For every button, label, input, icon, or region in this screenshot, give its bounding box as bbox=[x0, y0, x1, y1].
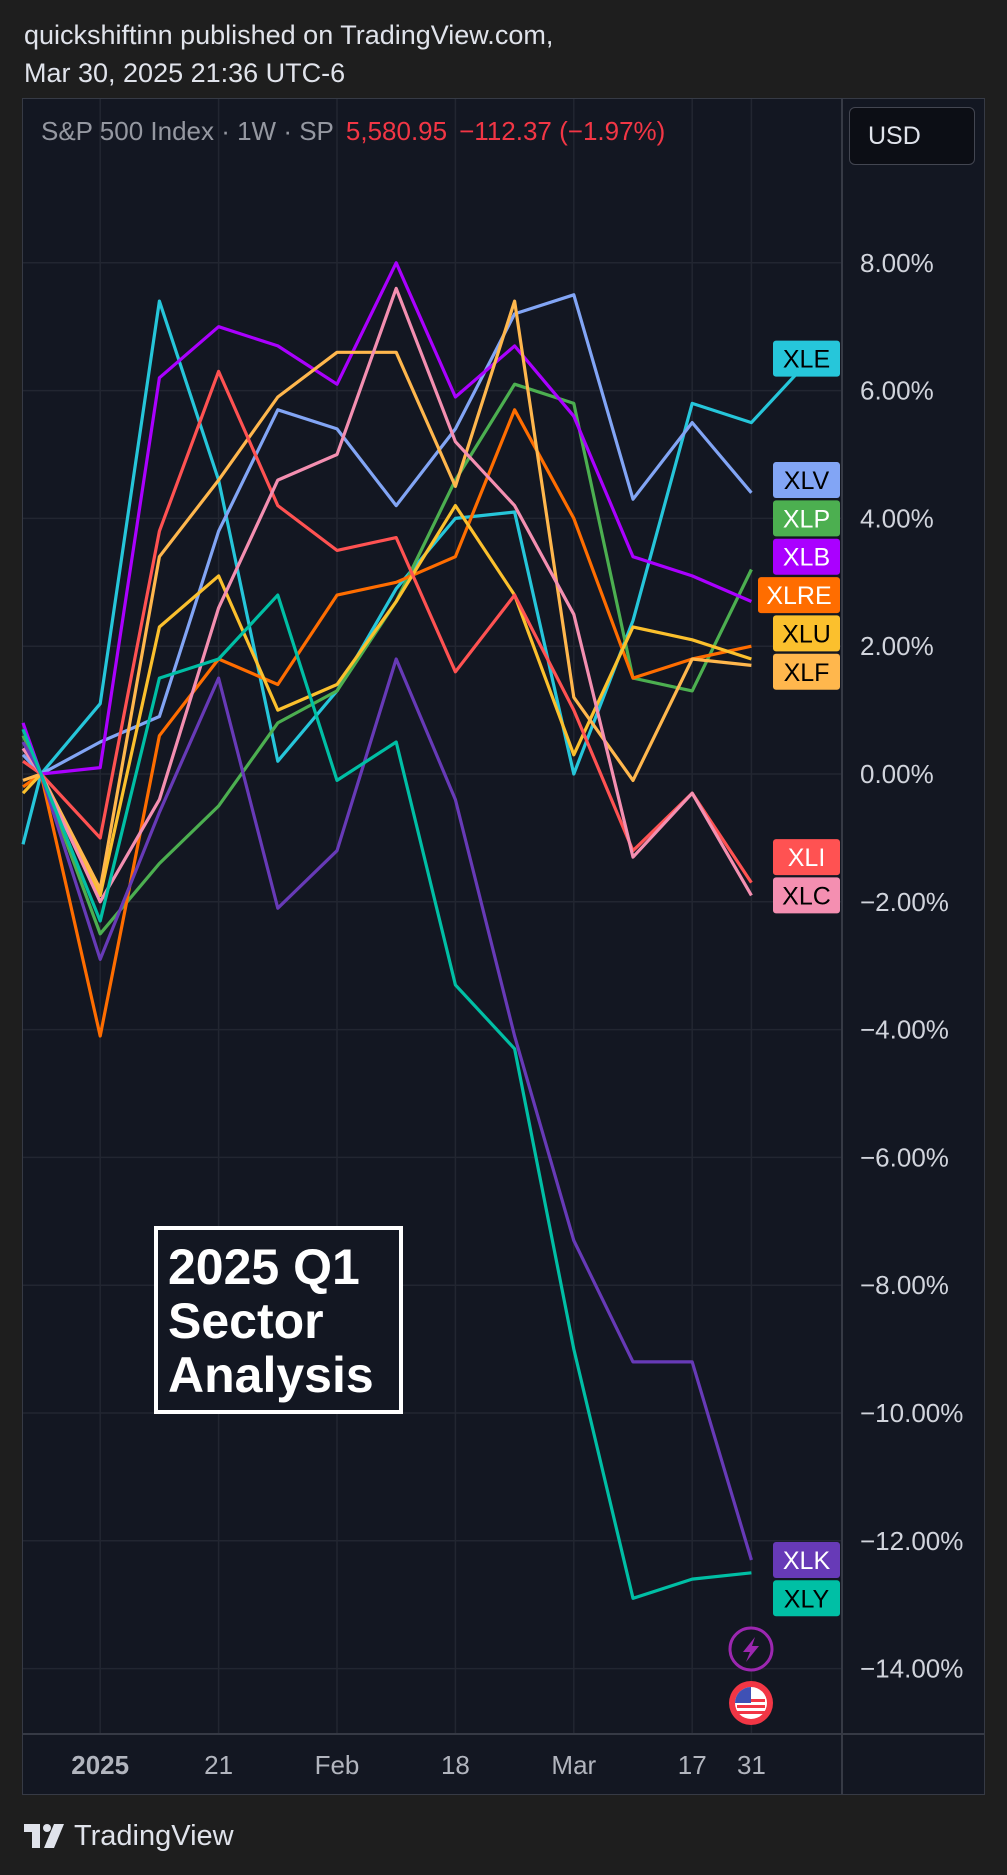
price-label-xli: XLI bbox=[773, 839, 840, 876]
annotation-box[interactable]: 2025 Q1 Sector Analysis bbox=[154, 1226, 403, 1414]
chart-frame bbox=[22, 98, 985, 1795]
x-tick-label: Mar bbox=[551, 1750, 596, 1780]
y-tick-label: 6.00% bbox=[860, 376, 934, 406]
y-tick-label: 0.00% bbox=[860, 759, 934, 789]
price-label-text: XLP bbox=[783, 505, 830, 533]
price-label-text: XLI bbox=[788, 844, 826, 872]
price-label-text: XLK bbox=[783, 1547, 831, 1575]
y-tick-label: −2.00% bbox=[860, 887, 949, 917]
price-label-bg bbox=[773, 653, 840, 690]
annotation-line-3: Analysis bbox=[168, 1347, 374, 1403]
price-label-xly: XLY bbox=[773, 1580, 840, 1617]
price-label-xlv: XLV bbox=[773, 462, 840, 499]
y-tick-label: −4.00% bbox=[860, 1015, 949, 1045]
series-line-xlk bbox=[21, 657, 753, 1561]
price-label-bg bbox=[773, 1541, 840, 1578]
publisher-info: quickshiftinn published on TradingView.c… bbox=[24, 16, 553, 92]
series-line-xlf bbox=[22, 299, 752, 891]
price-label-xlre: XLRE bbox=[758, 577, 840, 614]
time-axis[interactable]: 2025 21 Feb 18 Mar 17 31 bbox=[71, 1750, 766, 1780]
y-tick-label: −8.00% bbox=[860, 1270, 949, 1300]
price-label-bg bbox=[773, 340, 840, 377]
price-label-xlk: XLK bbox=[773, 1541, 840, 1578]
price-change: −112.37 (−1.97%) bbox=[459, 116, 666, 146]
series-line-xlc bbox=[21, 286, 753, 904]
series-line-xlu bbox=[21, 504, 752, 898]
price-axis[interactable]: 8.00% 6.00% 4.00% 2.00% 0.00% −2.00% −4.00% −6.… bbox=[860, 248, 963, 1684]
price-label-text: XLRE bbox=[766, 582, 831, 610]
price-label-text: XLC bbox=[782, 882, 831, 910]
x-tick-label: Feb bbox=[315, 1750, 360, 1780]
price-label-text: XLB bbox=[783, 544, 830, 572]
price-label-text: XLU bbox=[782, 620, 831, 648]
y-tick-label: −6.00% bbox=[860, 1142, 949, 1172]
currency-button[interactable]: USD bbox=[849, 107, 975, 165]
annotation-line-1: 2025 Q1 bbox=[168, 1239, 360, 1295]
price-label-text: XLV bbox=[784, 467, 830, 495]
y-tick-label: 4.00% bbox=[860, 503, 934, 533]
series-line-xli bbox=[22, 369, 753, 884]
price-label-xle: XLE bbox=[773, 340, 840, 377]
price-label-xlb: XLB bbox=[773, 538, 840, 575]
price-label-bg bbox=[773, 615, 840, 652]
series-line-xlre bbox=[22, 408, 752, 1038]
tradingview-logo-icon bbox=[24, 1824, 64, 1848]
y-tick-label: −12.00% bbox=[860, 1526, 963, 1556]
price-labels: XLE XLV XLP XLB XLRE XLU XLF XLI XLC XLK XLY bbox=[758, 340, 840, 1617]
tradingview-brand[interactable]: TradingView bbox=[24, 1816, 234, 1856]
x-tick-label: 31 bbox=[737, 1750, 766, 1780]
price-label-xlu: XLU bbox=[773, 615, 840, 652]
price-label-bg bbox=[773, 1580, 840, 1617]
publisher-line: quickshiftinn published on TradingView.c… bbox=[24, 20, 554, 50]
series-line-xly bbox=[21, 593, 752, 1600]
series-line-xlb bbox=[21, 261, 753, 776]
price-label-text: XLF bbox=[784, 659, 830, 687]
us-flag-icon[interactable] bbox=[729, 1681, 773, 1725]
price-label-xlc: XLC bbox=[773, 877, 840, 914]
x-tick-label: 21 bbox=[204, 1750, 233, 1780]
symbol-title: S&P 500 Index · 1W · SP bbox=[41, 116, 334, 146]
x-tick-label: 18 bbox=[441, 1750, 470, 1780]
publish-date: Mar 30, 2025 21:36 UTC-6 bbox=[24, 58, 346, 88]
y-tick-label: 2.00% bbox=[860, 631, 934, 661]
price-label-text: XLE bbox=[783, 346, 830, 374]
price-label-bg bbox=[773, 462, 840, 499]
series-line-xlp bbox=[21, 382, 753, 936]
price-label-xlp: XLP bbox=[773, 500, 840, 537]
price-label-bg bbox=[773, 877, 840, 914]
price-label-bg bbox=[773, 839, 840, 876]
symbol-legend[interactable]: S&P 500 Index · 1W · SP 5,580.95 −112.37 (… bbox=[41, 116, 665, 147]
y-tick-label: 8.00% bbox=[860, 248, 934, 278]
x-tick-label: 2025 bbox=[71, 1750, 129, 1780]
series-line-xle bbox=[21, 299, 812, 845]
y-tick-label: −14.00% bbox=[860, 1654, 963, 1684]
annotation-line-2: Sector bbox=[168, 1293, 324, 1349]
price-label-text: XLY bbox=[784, 1585, 830, 1613]
last-price: 5,580.95 bbox=[345, 116, 448, 146]
brand-name: TradingView bbox=[74, 1819, 234, 1852]
series-group bbox=[21, 261, 812, 1600]
series-line-xlv bbox=[21, 293, 753, 776]
price-label-bg bbox=[773, 538, 840, 575]
lightning-event-icon[interactable] bbox=[728, 1626, 774, 1672]
price-label-xlf: XLF bbox=[773, 653, 840, 690]
y-tick-label: −10.00% bbox=[860, 1398, 963, 1428]
price-label-bg bbox=[773, 500, 840, 537]
price-label-bg bbox=[758, 577, 840, 614]
x-tick-label: 17 bbox=[678, 1750, 707, 1780]
